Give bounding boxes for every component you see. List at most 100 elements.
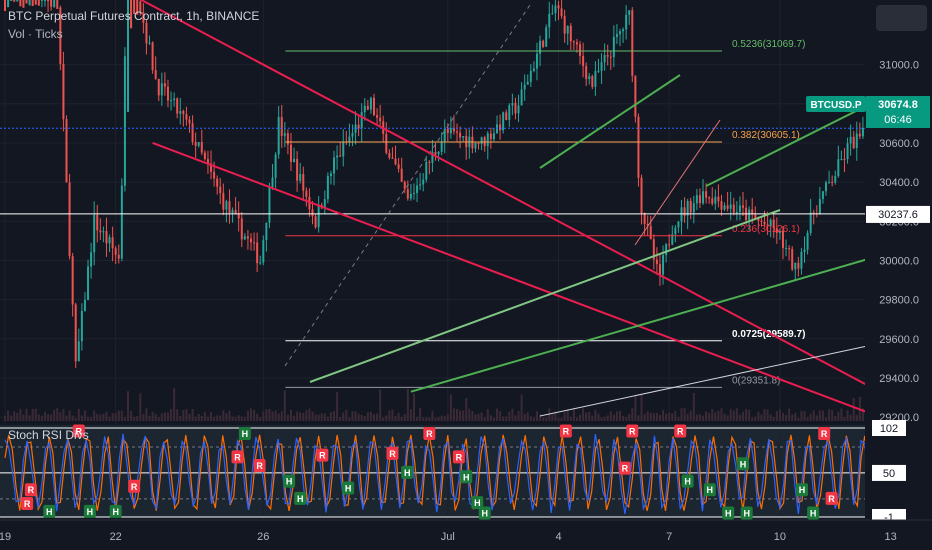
candle-body bbox=[179, 111, 182, 114]
candle-body bbox=[579, 44, 582, 56]
marker-letter: R bbox=[389, 449, 396, 459]
candle-body bbox=[809, 212, 812, 233]
indicator-label: Stoch RSI Divs bbox=[8, 428, 89, 442]
volume-bar bbox=[114, 412, 117, 421]
candle-body bbox=[628, 10, 631, 15]
marker-letter: H bbox=[297, 494, 304, 504]
volume-bar bbox=[166, 412, 169, 421]
volume-bar bbox=[569, 417, 572, 421]
volume-bar bbox=[806, 417, 809, 421]
candle-body bbox=[385, 133, 388, 153]
volume-bar bbox=[499, 411, 502, 421]
marker-letter: R bbox=[629, 426, 636, 436]
volume-bar bbox=[588, 411, 591, 421]
volume-bar bbox=[603, 416, 606, 421]
candle-body bbox=[28, 0, 31, 6]
volume-bar bbox=[523, 413, 526, 421]
volume-bar bbox=[123, 417, 126, 421]
candle-body bbox=[246, 236, 249, 239]
fib-label: 0.0725(29589.7) bbox=[732, 329, 805, 340]
candle-body bbox=[548, 13, 551, 28]
candle-body bbox=[582, 55, 585, 67]
marker-letter: R bbox=[563, 426, 570, 436]
candle-body bbox=[366, 105, 369, 110]
candle-body bbox=[686, 200, 689, 216]
candle-body bbox=[674, 227, 677, 235]
volume-bar bbox=[480, 412, 483, 421]
candle-body bbox=[250, 238, 252, 243]
candle-body bbox=[615, 34, 618, 37]
volume-bar bbox=[400, 416, 403, 421]
candle-body bbox=[692, 203, 695, 213]
volume-bar bbox=[200, 415, 203, 421]
candle-body bbox=[572, 41, 575, 43]
volume-bar bbox=[689, 410, 692, 421]
volume-bar bbox=[612, 414, 615, 421]
candle-body bbox=[726, 205, 729, 209]
volume-bar bbox=[529, 416, 532, 421]
volume-bar bbox=[96, 414, 99, 421]
volume-bar bbox=[628, 413, 631, 421]
volume-bar bbox=[62, 409, 65, 421]
marker-letter: R bbox=[76, 426, 83, 436]
volume-bar bbox=[788, 408, 791, 421]
candle-body bbox=[861, 127, 864, 137]
volume-bar bbox=[698, 414, 701, 421]
candle-body bbox=[225, 201, 228, 210]
divergence-marker-hidden bbox=[722, 506, 735, 520]
countdown-text: 06:46 bbox=[884, 114, 912, 126]
volume-bar bbox=[222, 410, 225, 421]
candle-body bbox=[203, 152, 206, 160]
x-tick-label: 4 bbox=[555, 531, 561, 543]
volume-bar bbox=[265, 409, 268, 421]
candle-body bbox=[231, 210, 234, 213]
divergence-marker-regular bbox=[21, 497, 34, 511]
divergence-marker-regular bbox=[24, 483, 37, 497]
candle-body bbox=[114, 248, 117, 255]
marker-letter: H bbox=[46, 507, 53, 517]
marker-letter: H bbox=[481, 509, 488, 519]
volume-bar bbox=[582, 408, 585, 421]
volume-bar bbox=[714, 412, 717, 421]
volume-bar bbox=[151, 411, 154, 421]
candle-body bbox=[170, 100, 173, 102]
volume-bar bbox=[431, 411, 434, 421]
oscillator-level-text: -1 bbox=[884, 512, 894, 524]
candle-body bbox=[262, 240, 265, 263]
candle-body bbox=[53, 0, 56, 8]
candle-body bbox=[71, 256, 74, 305]
volume-bar bbox=[391, 409, 394, 421]
candle-body bbox=[222, 193, 225, 210]
candle-body bbox=[554, 5, 557, 14]
volume-bar bbox=[545, 417, 548, 421]
candle-body bbox=[520, 89, 523, 106]
volume-bar bbox=[412, 393, 415, 421]
candle-body bbox=[431, 152, 434, 163]
volume-bar bbox=[50, 414, 53, 421]
symbol-tag-text: BTCUSD.P bbox=[810, 100, 861, 111]
volume-bar bbox=[22, 414, 25, 421]
marker-letter: H bbox=[474, 498, 481, 508]
candle-body bbox=[425, 161, 428, 180]
volume-bar bbox=[219, 415, 222, 421]
candle-body bbox=[738, 205, 741, 212]
candle-body bbox=[56, 0, 59, 10]
x-tick-label: 13 bbox=[884, 531, 896, 543]
candle-body bbox=[677, 221, 680, 228]
candle-body bbox=[93, 214, 96, 253]
candle-body bbox=[176, 98, 179, 114]
fib-label: 0.236(30126.1) bbox=[732, 224, 800, 235]
candle-body bbox=[480, 137, 483, 145]
candle-body bbox=[508, 105, 511, 120]
candle-body bbox=[849, 136, 852, 144]
candle-body bbox=[619, 31, 621, 35]
volume-bar bbox=[213, 416, 216, 421]
volume-bar bbox=[686, 413, 689, 421]
candle-body bbox=[240, 218, 243, 240]
divergence-marker-hidden bbox=[238, 427, 251, 441]
header-button[interactable] bbox=[876, 5, 927, 31]
candle-body bbox=[342, 141, 345, 157]
volume-bar bbox=[778, 409, 781, 421]
